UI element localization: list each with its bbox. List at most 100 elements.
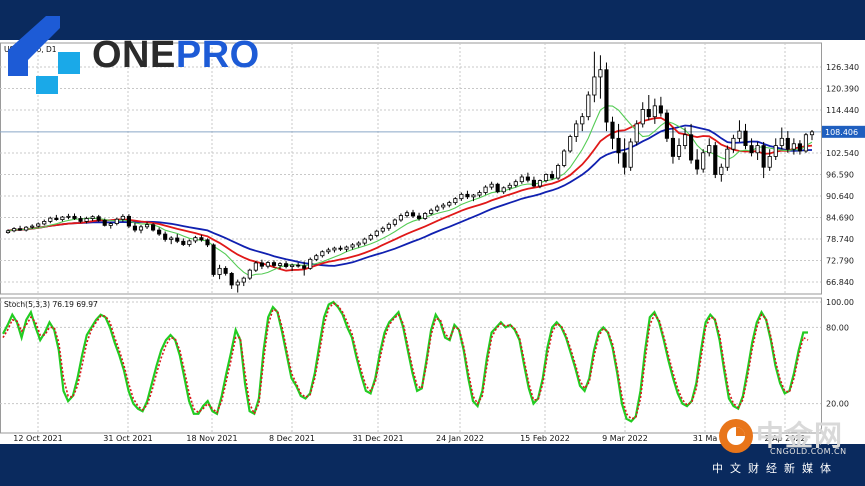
candle-body: [435, 206, 440, 211]
stoch-signal-line: [2, 302, 809, 420]
candle-body: [404, 212, 410, 217]
candle-body: [386, 223, 391, 229]
candle-body: [604, 69, 609, 123]
candle-body: [640, 109, 645, 125]
candle-body: [622, 152, 627, 168]
onepro-logo: [6, 14, 266, 94]
candle-body: [646, 109, 651, 118]
candle-body: [501, 187, 506, 193]
top-frame-bar: [0, 0, 865, 40]
candle-body: [574, 123, 579, 137]
candle-body: [90, 216, 95, 219]
candle-body: [235, 281, 240, 286]
candle-body: [60, 216, 65, 221]
candle-body: [18, 228, 23, 231]
candle-body: [163, 233, 168, 240]
candle-body: [749, 145, 754, 154]
x-tick-label: 12 Oct 2021: [13, 434, 62, 443]
candle-body: [151, 224, 156, 231]
candle-body: [755, 145, 760, 154]
price-tick-label: 66.840: [826, 278, 854, 287]
stoch-tick-label: 20.00: [826, 400, 849, 409]
candle-body: [507, 184, 512, 189]
candle-body: [809, 131, 815, 136]
candle-body: [731, 137, 736, 150]
candle-body: [398, 215, 403, 221]
candle-body: [634, 123, 639, 143]
candle-body: [689, 134, 694, 161]
candle-body: [308, 258, 313, 269]
x-tick-label: 15 Feb 2022: [520, 434, 570, 443]
candle-body: [556, 165, 561, 179]
candle-body: [447, 202, 452, 206]
candle-body: [568, 136, 573, 152]
price-pane-frame: [0, 42, 822, 295]
candle-body: [767, 156, 772, 168]
x-tick-label: 9 Mar 2022: [602, 434, 648, 443]
onepro-logo-text: ONEPRO: [92, 34, 260, 76]
x-tick-label: 8 Dec 2021: [269, 434, 315, 443]
candle-body: [296, 264, 301, 267]
x-tick-label: 24 Jan 2022: [436, 434, 484, 443]
candle-body: [598, 69, 603, 78]
candle-body: [338, 247, 343, 250]
cngold-watermark-icon: [719, 419, 753, 453]
stoch-tick-label: 80.00: [826, 323, 849, 332]
candle-body: [217, 267, 222, 275]
candle-body: [761, 145, 766, 168]
candle-body: [531, 179, 536, 187]
candle-body: [785, 137, 790, 150]
price-tick-label: 120.390: [826, 85, 859, 94]
candle-body: [664, 112, 669, 139]
candle-body: [616, 137, 621, 154]
candle-body: [157, 229, 162, 235]
candle-body: [441, 204, 446, 208]
candle-body: [30, 225, 35, 228]
candle-body: [169, 237, 174, 240]
candle-body: [658, 105, 663, 114]
price-chart: 66.840 72.790 78.740 84.690 90.640 96.590 102.…: [0, 42, 865, 443]
ma-mid-line: [7, 116, 813, 272]
candle-body: [682, 134, 688, 146]
candle-body: [132, 225, 138, 231]
watermark-cn-text: 中金网: [756, 419, 844, 452]
candle-body: [144, 224, 150, 228]
price-tick-label: 72.790: [826, 256, 854, 265]
candle-body: [320, 251, 325, 257]
candle-body: [24, 226, 29, 231]
price-tick-label: 114.440: [826, 106, 859, 115]
bottom-frame-bar: [0, 444, 865, 486]
candle-body: [350, 244, 355, 248]
candle-body: [374, 230, 379, 236]
candle-body: [11, 228, 17, 232]
candle-body: [477, 192, 482, 196]
candle-body: [725, 148, 730, 168]
stoch-title: Stoch(5,3,3) 76.19 69.97: [4, 300, 98, 309]
price-tick-label: 78.740: [826, 235, 854, 244]
stoch-main-line: [2, 300, 808, 423]
candle-body: [314, 255, 319, 260]
candle-body: [72, 215, 77, 219]
current-price-badge: [822, 125, 865, 138]
candle-body: [779, 137, 784, 146]
candle-body: [42, 221, 47, 225]
candle-body: [120, 215, 125, 220]
candle-body: [102, 219, 107, 226]
x-tick-label: 31 Oct 2021: [103, 434, 152, 443]
x-tick-label: 31 Ma: [693, 434, 718, 443]
candle-body: [271, 262, 277, 266]
candle-body: [241, 277, 246, 283]
candle-body: [284, 263, 289, 267]
candle-body: [84, 218, 89, 222]
candle-body: [193, 237, 198, 242]
onepro-logo-mark-icon: [8, 16, 80, 94]
candle-body: [670, 137, 676, 157]
price-tick-label: 84.690: [826, 213, 854, 222]
candle-body: [108, 223, 113, 226]
candle-body: [459, 193, 464, 200]
candle-body: [537, 180, 543, 187]
candle-body: [205, 239, 210, 246]
candle-body: [797, 143, 802, 152]
candle-body: [332, 247, 337, 251]
candle-body: [96, 216, 101, 221]
